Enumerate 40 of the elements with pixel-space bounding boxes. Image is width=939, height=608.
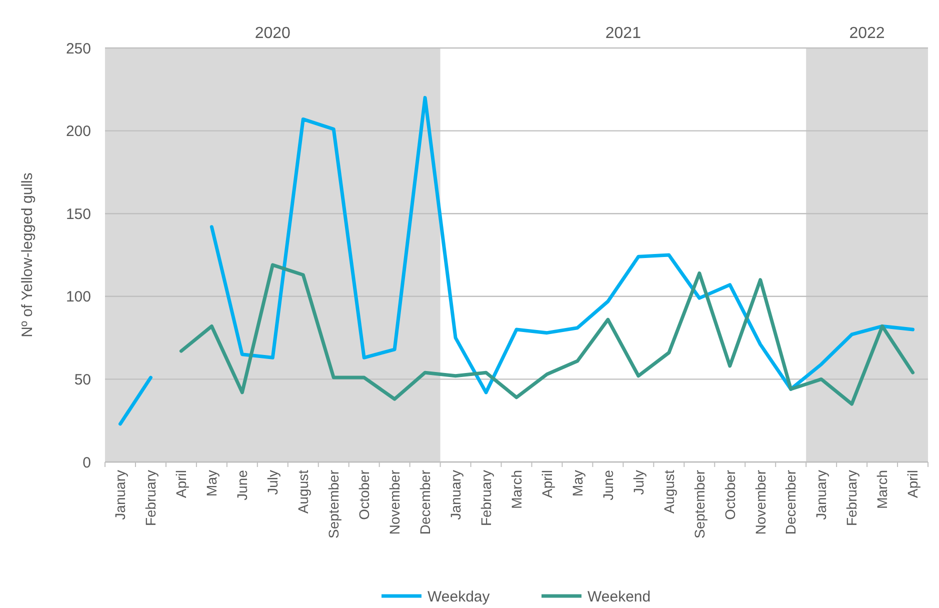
x-tick-label: February xyxy=(142,470,159,526)
legend-label: Weekday xyxy=(428,588,490,606)
x-tick-label: October xyxy=(356,470,372,520)
y-axis-title: Nº of Yellow-legged gulls xyxy=(19,172,36,338)
x-tick-label: August xyxy=(295,470,312,514)
y-tick-label: 150 xyxy=(66,206,91,223)
x-tick-label: March xyxy=(874,470,890,509)
x-tick-label: December xyxy=(416,470,433,535)
x-tick-label: September xyxy=(691,470,708,538)
x-tick-label: May xyxy=(204,470,220,496)
x-tick-label: July xyxy=(630,470,646,495)
x-tick-label: April xyxy=(538,470,555,498)
x-tick-label: July xyxy=(264,470,281,495)
x-tick-label: February xyxy=(844,470,860,526)
y-tick-label: 250 xyxy=(66,40,91,58)
y-tick-label: 0 xyxy=(82,454,91,472)
x-tick-label: December xyxy=(782,470,799,535)
x-tick-label: February xyxy=(478,470,494,526)
x-tick-label: January xyxy=(447,470,464,520)
line-series xyxy=(179,263,915,406)
x-tick-label: August xyxy=(660,470,677,514)
x-tick-label: March xyxy=(508,470,524,509)
x-tick-label: January xyxy=(112,470,128,520)
y-tick-label: 200 xyxy=(66,123,91,140)
x-tick-label: January xyxy=(813,470,830,520)
x-tick-label: September xyxy=(326,470,342,538)
x-tick-label: November xyxy=(752,470,768,535)
text: 2022 xyxy=(849,25,885,42)
y-tick-label: 100 xyxy=(66,288,91,306)
x-tick-label: April xyxy=(904,470,921,498)
x-tick-label: November xyxy=(386,470,402,535)
x-tick-label: April xyxy=(173,470,190,498)
x-tick-label: June xyxy=(600,470,616,500)
x-tick-label: October xyxy=(722,470,738,520)
text: 2021 xyxy=(605,25,642,42)
legend-label: Weekend xyxy=(588,588,651,606)
x-tick-label: May xyxy=(569,470,586,496)
text: 2020 xyxy=(254,25,291,42)
x-tick-label: June xyxy=(234,470,250,500)
y-tick-label: 50 xyxy=(74,371,91,388)
